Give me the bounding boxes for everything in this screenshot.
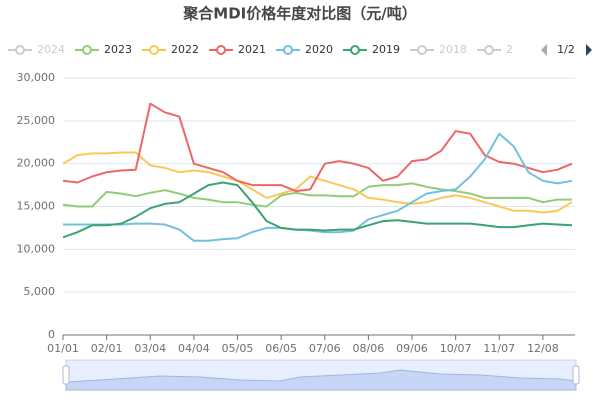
legend-item[interactable]: 2 <box>477 43 513 56</box>
x-tick-label: 10/07 <box>440 342 472 355</box>
y-tick-label: 20,000 <box>17 157 56 170</box>
legend-prev[interactable] <box>541 44 547 56</box>
legend-label: 2019 <box>372 43 400 56</box>
y-tick-label: 30,000 <box>17 71 56 84</box>
legend-label: 2018 <box>439 43 467 56</box>
y-tick-label: 0 <box>48 328 55 341</box>
data-zoom[interactable] <box>62 359 580 391</box>
legend-symbol <box>15 45 25 55</box>
legend-next[interactable] <box>586 44 592 56</box>
legend-label: 2023 <box>104 43 132 56</box>
x-tick-label: 04/04 <box>178 342 210 355</box>
legend-item[interactable]: 2019 <box>343 43 400 56</box>
x-tick-label: 03/04 <box>134 342 166 355</box>
legend-symbol <box>82 45 92 55</box>
y-tick-label: 5,000 <box>24 285 56 298</box>
series-line <box>62 102 573 193</box>
legend-item[interactable]: 2021 <box>209 43 266 56</box>
chart-title: 聚合MDI价格年度对比图（元/吨） <box>182 5 416 23</box>
x-tick-label: 07/06 <box>309 342 341 355</box>
x-tick-label: 01/01 <box>47 342 79 355</box>
series-line <box>62 151 573 214</box>
x-tick-label: 11/07 <box>483 342 515 355</box>
legend-item[interactable]: 2022 <box>142 43 199 56</box>
x-tick-label: 12/08 <box>527 342 559 355</box>
x-tick-label: 06/05 <box>265 342 297 355</box>
legend-item[interactable]: 2020 <box>276 43 333 56</box>
x-tick-label: 08/06 <box>353 342 385 355</box>
legend-item[interactable]: 2023 <box>75 43 132 56</box>
legend-symbol <box>484 45 494 55</box>
y-tick-label: 10,000 <box>17 242 56 255</box>
legend-label: 2021 <box>238 43 266 56</box>
legend-symbol <box>350 45 360 55</box>
legend-symbol <box>216 45 226 55</box>
series-line <box>63 132 573 242</box>
series-line <box>62 181 573 239</box>
legend-symbol <box>149 45 159 55</box>
zoom-selection <box>66 360 576 390</box>
x-tick-label: 02/01 <box>91 342 123 355</box>
legend-symbol <box>283 45 293 55</box>
legend-page: 1/2 <box>557 43 575 56</box>
legend-item[interactable]: 2024 <box>8 43 65 56</box>
legend-symbol <box>417 45 427 55</box>
legend-item[interactable]: 2018 <box>410 43 467 56</box>
legend-label: 2024 <box>37 43 65 56</box>
legend-label: 2020 <box>305 43 333 56</box>
zoom-handle[interactable] <box>62 365 70 385</box>
y-tick-label: 15,000 <box>17 200 56 213</box>
y-tick-label: 25,000 <box>17 114 56 127</box>
x-tick-label: 05/05 <box>222 342 254 355</box>
zoom-preview <box>65 369 577 391</box>
x-tick-label: 09/06 <box>396 342 428 355</box>
legend-label: 2022 <box>171 43 199 56</box>
series-line <box>62 182 572 208</box>
legend-label: 2 <box>506 43 513 56</box>
zoom-handle[interactable] <box>572 365 580 385</box>
